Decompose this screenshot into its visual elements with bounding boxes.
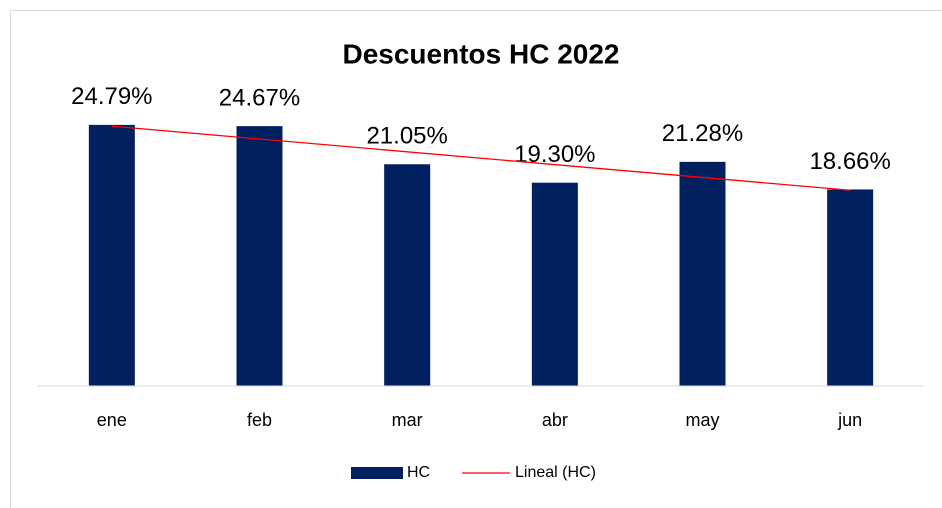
chart-frame — [10, 10, 942, 508]
trend-line — [111, 125, 851, 191]
x-tick-label: ene — [97, 410, 127, 430]
bar — [531, 182, 578, 386]
bar — [827, 189, 874, 386]
x-tick-label: abr — [542, 410, 568, 430]
x-tick-label: jun — [837, 410, 862, 430]
bar — [88, 124, 135, 387]
data-label: 21.05% — [366, 123, 447, 150]
bar — [679, 161, 726, 386]
data-label: 21.28% — [662, 120, 743, 147]
x-tick-label: may — [685, 410, 719, 430]
data-label: 19.30% — [514, 141, 595, 168]
legend-swatch — [351, 467, 403, 479]
bar — [236, 126, 283, 386]
chart-title: Descuentos HC 2022 — [342, 38, 619, 69]
data-label: 24.79% — [71, 83, 152, 110]
legend-label: Lineal (HC) — [515, 464, 596, 481]
x-tick-label: mar — [392, 410, 423, 430]
legend-label: HC — [407, 464, 430, 481]
data-label: 18.66% — [809, 148, 890, 175]
bar — [384, 164, 431, 386]
data-label: 24.67% — [219, 84, 300, 111]
x-tick-label: feb — [247, 410, 272, 430]
